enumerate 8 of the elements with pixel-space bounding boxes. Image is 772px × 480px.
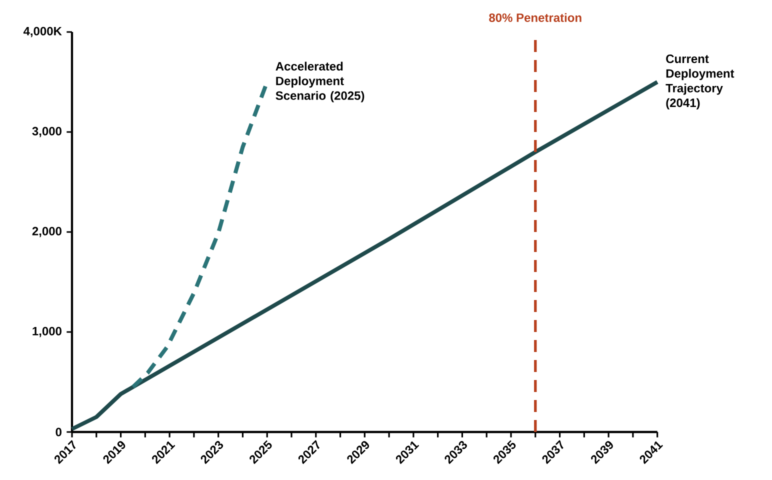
ref-line-label: 80% Penetration	[489, 13, 582, 22]
series-label: Accelerated Deployment Scenario (2025)	[276, 62, 364, 102]
y-tick-label: 4,000K	[23, 26, 62, 38]
y-tick-label: 0	[56, 428, 62, 436]
y-tick-label: 1,000	[32, 326, 62, 338]
series-label: Current Deployment Trajectory (2041)	[666, 54, 734, 110]
y-tick-label: 3,000	[32, 126, 62, 138]
y-tick-label: 2,000	[32, 226, 62, 238]
